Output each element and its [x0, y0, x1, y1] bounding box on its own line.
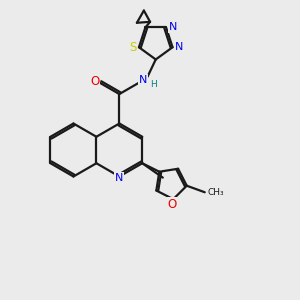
- Text: N: N: [139, 75, 148, 85]
- Text: H: H: [150, 80, 157, 89]
- Text: CH₃: CH₃: [207, 188, 224, 197]
- Text: N: N: [168, 22, 177, 32]
- Text: N: N: [115, 173, 124, 183]
- Text: N: N: [175, 42, 183, 52]
- Text: O: O: [167, 198, 176, 211]
- Text: S: S: [129, 41, 136, 54]
- Text: O: O: [90, 75, 100, 88]
